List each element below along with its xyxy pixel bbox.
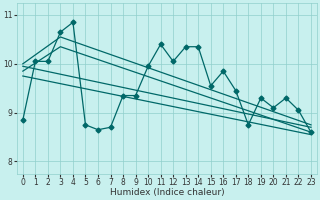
X-axis label: Humidex (Indice chaleur): Humidex (Indice chaleur) [109,188,224,197]
